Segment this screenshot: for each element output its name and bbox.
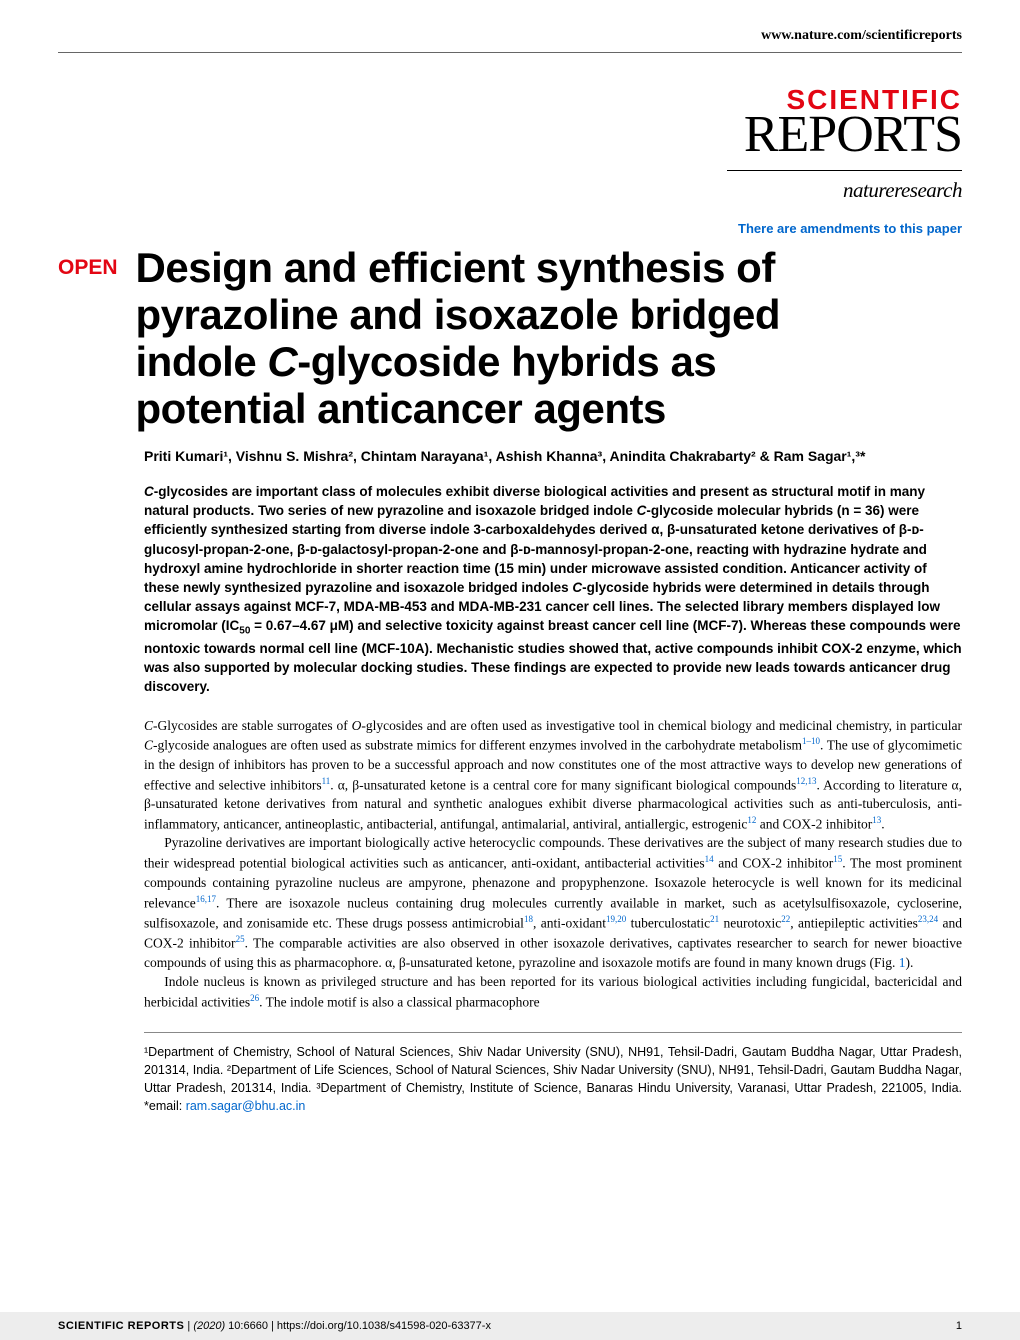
- citation-ref[interactable]: 25: [236, 934, 245, 944]
- p1-t-c: -glycoside analogues are often used as s…: [153, 738, 802, 753]
- article-title: Design and efficient synthesis of pyrazo…: [136, 244, 780, 432]
- abstract-text-4: = 0.67–4.67 μM) and selective toxicity a…: [144, 618, 962, 694]
- citation-ref[interactable]: 23,24: [918, 914, 938, 924]
- footer-journal: SCIENTIFIC REPORTS: [58, 1320, 184, 1332]
- journal-logo: SCIENTIFIC REPORTS natureresearch: [58, 87, 962, 203]
- page-number: 1: [956, 1320, 962, 1332]
- footer-sep: |: [184, 1320, 193, 1332]
- page-footer: SCIENTIFIC REPORTS | (2020) 10:6660 | ht…: [0, 1312, 1020, 1340]
- logo-nature-text: natureresearch: [58, 178, 962, 203]
- citation-ref[interactable]: 15: [833, 854, 842, 864]
- p2-t-j: . The comparable activities are also obs…: [144, 936, 962, 970]
- figure-ref[interactable]: 1: [899, 955, 906, 970]
- citation-ref[interactable]: 11: [322, 776, 331, 786]
- citation-ref[interactable]: 12,13: [796, 776, 816, 786]
- logo-rule: [727, 170, 962, 171]
- p2-t-b: and COX-2 inhibitor: [714, 856, 834, 871]
- footer-year: (2020): [193, 1320, 225, 1332]
- p1-t-h: .: [881, 817, 884, 832]
- citation-ref[interactable]: 14: [705, 854, 714, 864]
- abstract-ital-1: C: [144, 484, 154, 499]
- body-text: C-Glycosides are stable surrogates of O-…: [144, 717, 962, 1012]
- citation-ref[interactable]: 26: [250, 993, 259, 1003]
- title-line-1: Design and efficient synthesis of: [136, 244, 775, 291]
- amendments-notice[interactable]: There are amendments to this paper: [58, 221, 962, 236]
- p1-ital-3: C: [144, 738, 153, 753]
- p2-t-e: , anti-oxidant: [533, 915, 606, 930]
- corresponding-email[interactable]: ram.sagar@bhu.ac.in: [186, 1099, 306, 1113]
- abstract: C-glycosides are important class of mole…: [144, 482, 962, 696]
- abstract-ital-2: C: [637, 503, 647, 518]
- title-line-2: pyrazoline and isoxazole bridged: [136, 291, 780, 338]
- title-line-3b: -glycoside hybrids as: [297, 338, 716, 385]
- header-url: www.nature.com/scientificreports: [58, 28, 962, 44]
- citation-ref[interactable]: 18: [524, 914, 533, 924]
- citation-ref[interactable]: 1–10: [802, 736, 820, 746]
- affiliations: ¹Department of Chemistry, School of Natu…: [144, 1043, 962, 1116]
- header-rule: [58, 52, 962, 53]
- title-line-4: potential anticancer agents: [136, 385, 666, 432]
- p1-t-a: -Glycosides are stable surrogates of: [153, 718, 352, 733]
- citation-ref[interactable]: 16,17: [196, 894, 216, 904]
- citation-ref[interactable]: 19,20: [606, 914, 626, 924]
- p2-t-f: tuberculostatic: [626, 915, 710, 930]
- citation-ref[interactable]: 12: [747, 815, 756, 825]
- p2-t-k: ).: [906, 955, 914, 970]
- p1-t-g: and COX-2 inhibitor: [756, 817, 872, 832]
- p1-t-e: . α, β-unsaturated ketone is a central c…: [330, 777, 796, 792]
- p3-t-b: . The indole motif is also a classical p…: [259, 994, 540, 1009]
- title-line-3-ital: C: [267, 338, 297, 385]
- p2-t-h: , antiepileptic activities: [790, 915, 918, 930]
- author-list: Priti Kumari¹, Vishnu S. Mishra², Chinta…: [144, 447, 962, 467]
- citation-ref[interactable]: 13: [872, 815, 881, 825]
- abstract-ital-3: C: [572, 580, 582, 595]
- p1-ital-1: C: [144, 718, 153, 733]
- p1-ital-2: O: [352, 718, 362, 733]
- footer-doi: | https://doi.org/10.1038/s41598-020-633…: [271, 1320, 491, 1332]
- p1-t-b: -glycosides and are often used as invest…: [361, 718, 962, 733]
- footer-citation: SCIENTIFIC REPORTS | (2020) 10:6660 | ht…: [58, 1320, 491, 1332]
- open-access-badge: OPEN: [58, 244, 118, 280]
- footer-volume: 10:6660: [225, 1320, 271, 1332]
- body-paragraph-2: Pyrazoline derivatives are important bio…: [144, 834, 962, 972]
- affiliations-rule: [144, 1032, 962, 1033]
- title-line-3a: indole: [136, 338, 268, 385]
- abstract-subscript: 50: [239, 626, 250, 637]
- logo-reports-text: REPORTS: [58, 112, 962, 159]
- body-paragraph-3: Indole nucleus is known as privileged st…: [144, 973, 962, 1012]
- body-paragraph-1: C-Glycosides are stable surrogates of O-…: [144, 717, 962, 835]
- citation-ref[interactable]: 21: [710, 914, 719, 924]
- citation-ref[interactable]: 22: [781, 914, 790, 924]
- p2-t-g: neurotoxic: [719, 915, 781, 930]
